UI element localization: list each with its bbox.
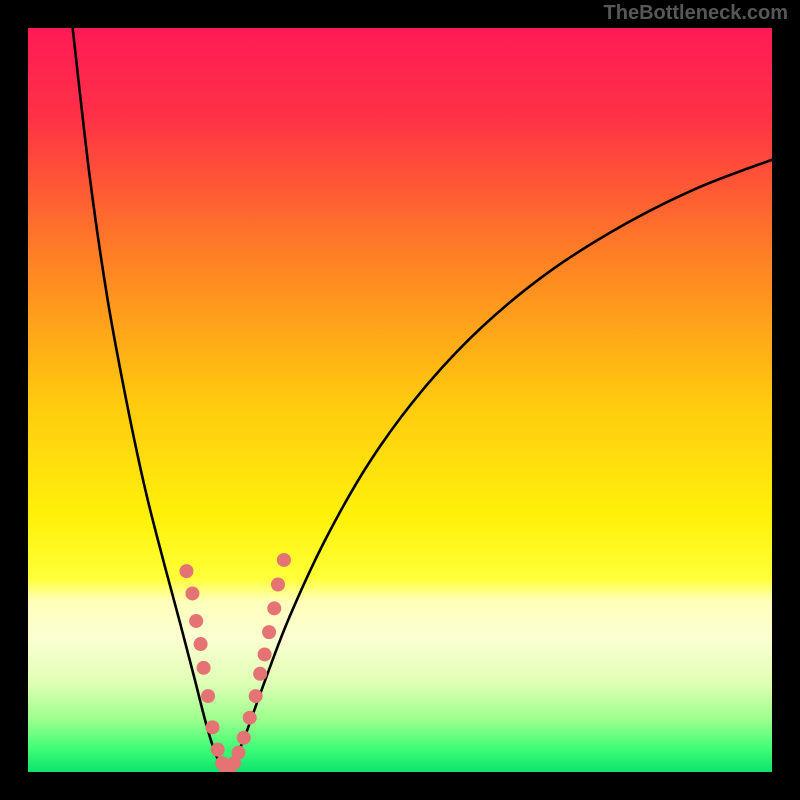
marker-point	[271, 578, 285, 592]
marker-point	[197, 661, 211, 675]
marker-point	[206, 720, 220, 734]
curve-right	[226, 160, 772, 770]
marker-point	[237, 731, 251, 745]
chart-svg	[28, 28, 772, 772]
watermark-text: TheBottleneck.com	[604, 2, 788, 25]
curve-left	[73, 28, 226, 770]
marker-point	[258, 647, 272, 661]
marker-point	[189, 614, 203, 628]
marker-point	[185, 586, 199, 600]
marker-point	[211, 743, 225, 757]
marker-point	[243, 711, 257, 725]
marker-point	[179, 564, 193, 578]
marker-point	[201, 689, 215, 703]
marker-point	[249, 689, 263, 703]
plot-area	[28, 28, 772, 772]
marker-point	[262, 625, 276, 639]
frame-bottom	[0, 772, 800, 800]
marker-point	[232, 746, 246, 760]
marker-point	[194, 637, 208, 651]
frame-right	[772, 0, 800, 800]
marker-point	[267, 601, 281, 615]
frame-left	[0, 0, 28, 800]
marker-point	[277, 553, 291, 567]
marker-point	[253, 667, 267, 681]
chart-container: TheBottleneck.com	[0, 0, 800, 800]
